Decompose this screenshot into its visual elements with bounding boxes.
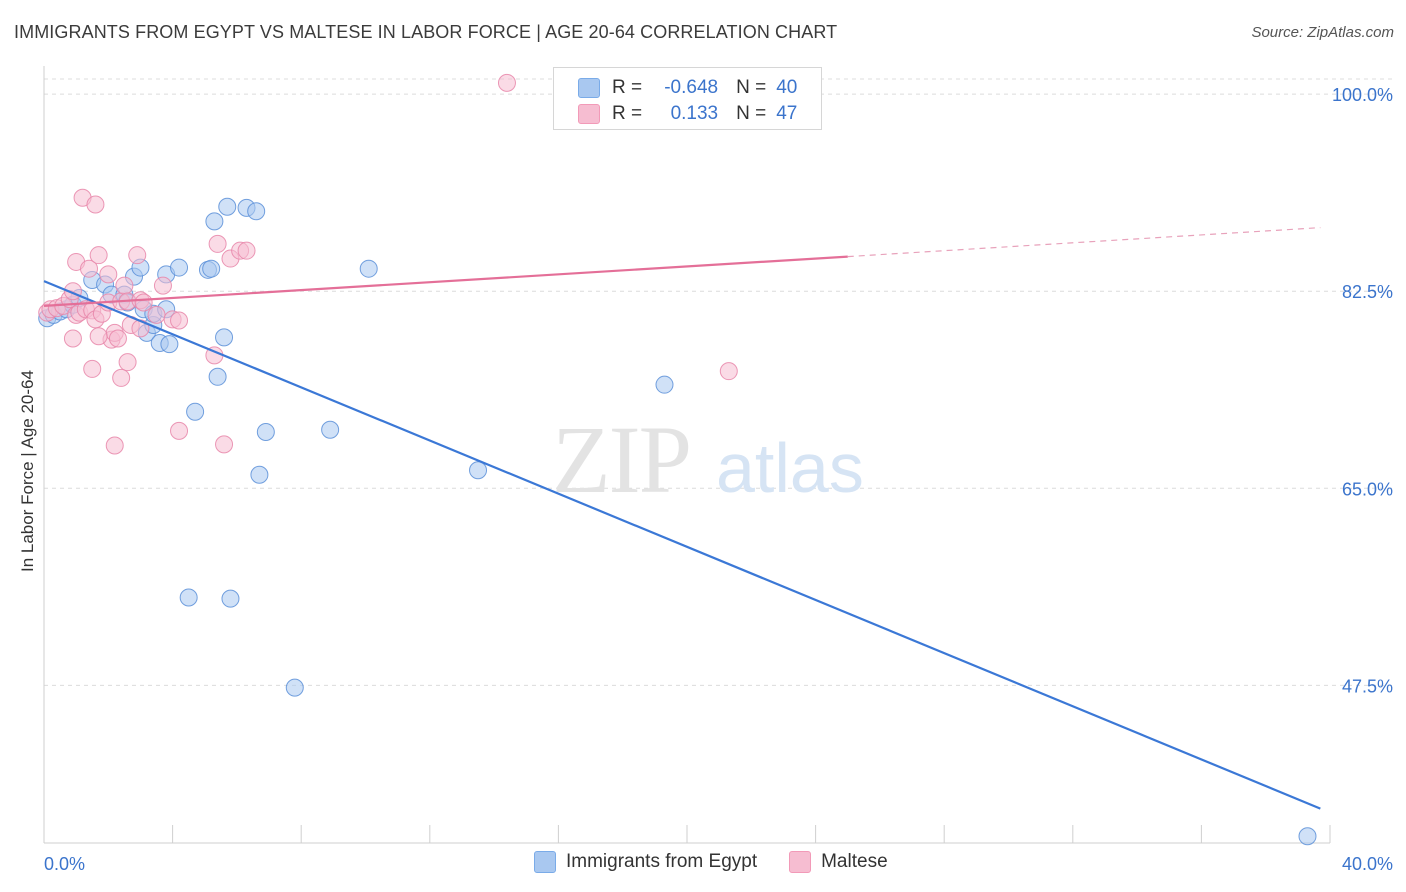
data-point [134, 293, 153, 312]
data-point [719, 362, 738, 381]
data-point [202, 259, 221, 278]
grid-lines [44, 78, 1392, 686]
axes [43, 66, 1331, 844]
data-point [115, 276, 134, 295]
y-tick-label: 82.5% [1342, 282, 1393, 302]
data-point [218, 197, 237, 216]
trend-lines [43, 227, 1321, 810]
x-tick-label: 0.0% [44, 854, 85, 874]
data-point [147, 305, 166, 324]
watermark-atlas: atlas [716, 429, 864, 507]
data-point [208, 367, 227, 386]
y-tick-label: 65.0% [1342, 479, 1393, 499]
data-point [80, 259, 99, 278]
chart-title: IMMIGRANTS FROM EGYPT VS MALTESE IN LABO… [14, 22, 838, 42]
watermark: ZIP atlas [552, 406, 864, 513]
data-point [170, 311, 189, 330]
trend-line-dashed [847, 227, 1321, 258]
data-point [63, 329, 82, 348]
trend-line [43, 255, 848, 307]
y-tick-label: 100.0% [1332, 85, 1393, 105]
data-point [89, 246, 108, 265]
legend-swatch-egypt [534, 851, 556, 873]
x-tick-label: 40.0% [1342, 854, 1393, 874]
data-point [160, 335, 179, 354]
data-point [112, 368, 131, 387]
data-point [179, 588, 198, 607]
legend-label-egypt: Immigrants from Egypt [566, 851, 758, 872]
correlation-legend: R = -0.648 N = 40 R = 0.133 N = 47 [553, 67, 822, 130]
legend-row-maltese: R = 0.133 N = 47 [578, 102, 797, 126]
data-point [86, 195, 105, 214]
series-maltese [38, 73, 738, 455]
data-point [205, 212, 224, 231]
source-note: Source: ZipAtlas.com [1251, 24, 1394, 41]
legend-n-label: N = [736, 103, 767, 124]
watermark-zip: ZIP [552, 406, 690, 513]
data-point [170, 421, 189, 440]
legend-row-egypt: R = -0.648 N = 40 [578, 76, 797, 100]
series-legend: Immigrants from Egypt Maltese [534, 851, 888, 873]
data-point [321, 420, 340, 439]
legend-n-label: N = [736, 77, 767, 98]
legend-swatch-maltese [789, 851, 812, 873]
data-point [285, 678, 304, 697]
legend-n-value: 40 [776, 77, 798, 98]
data-point [99, 265, 118, 284]
data-point [170, 258, 189, 277]
data-point [250, 465, 269, 484]
data-point [108, 329, 127, 348]
data-point [469, 461, 488, 480]
data-point [153, 276, 172, 295]
legend-swatch-egypt [578, 78, 600, 98]
data-point [359, 259, 378, 278]
data-point [256, 422, 275, 441]
data-point [128, 246, 147, 265]
data-point [1298, 827, 1317, 846]
data-point [237, 241, 256, 260]
data-point [221, 589, 240, 608]
legend-r-label: R = [612, 103, 643, 124]
y-axis-label: In Labor Force | Age 20-64 [18, 370, 37, 572]
data-point [105, 436, 124, 455]
legend-r-value: -0.648 [664, 77, 719, 98]
y-tick-label: 47.5% [1342, 676, 1393, 696]
data-point [208, 234, 227, 253]
legend-label-maltese: Maltese [821, 851, 888, 872]
trend-line [43, 280, 1321, 810]
data-point [247, 202, 266, 221]
legend-r-label: R = [612, 77, 643, 98]
legend-swatch-maltese [578, 104, 600, 124]
data-point [497, 73, 516, 92]
tick-labels: 47.5% 65.0% 82.5% 100.0% 0.0% 40.0% [44, 85, 1393, 874]
data-point [215, 328, 234, 347]
data-point [83, 359, 102, 378]
data-point [655, 375, 674, 394]
data-point [118, 353, 137, 372]
series-points [38, 73, 1317, 846]
data-point [215, 435, 234, 454]
legend-n-value: 47 [776, 103, 798, 124]
data-point [186, 402, 205, 421]
legend-r-value: 0.133 [670, 103, 719, 124]
y-axis-label-wrap: In Labor Force | Age 20-64 [18, 258, 38, 572]
data-point [89, 327, 108, 346]
